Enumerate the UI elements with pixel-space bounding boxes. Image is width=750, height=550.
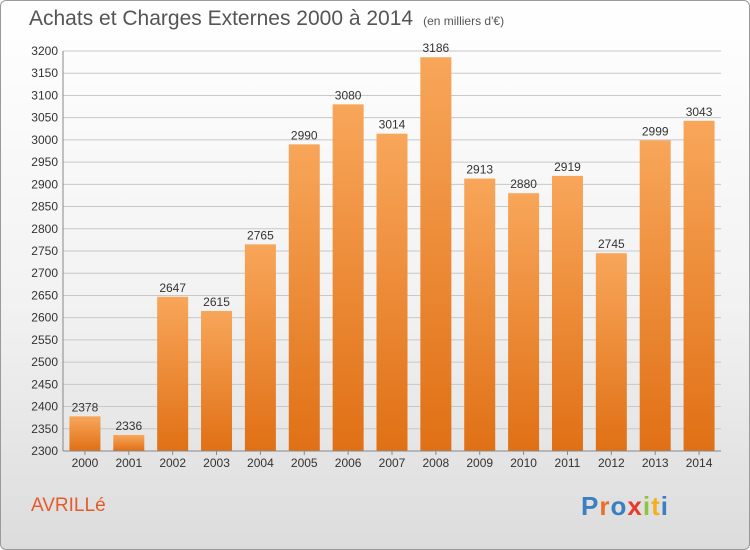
x-tick-label: 2008 [423,456,450,470]
x-tick-label: 2010 [510,456,537,470]
place-name: AVRILLé [31,495,106,516]
bar [376,133,408,451]
y-tick-label: 2750 [31,244,58,258]
bar-value-label: 3080 [335,88,362,102]
logo-letter: x [627,491,643,521]
axes: 2300 2350 2400 2450 2500 2550 2600 2650 2700 2750… [31,44,721,470]
y-tick-label: 2950 [31,155,58,169]
logo-letter: i [660,491,669,521]
bar [201,311,233,451]
bar [464,178,496,452]
y-tick-label: 3150 [31,66,58,80]
bar-value-label: 3186 [423,41,450,55]
y-tick-label: 2400 [31,400,58,414]
bar [420,57,452,451]
bar [508,193,540,451]
y-tick-label: 2350 [31,422,58,436]
x-tick-label: 2012 [598,456,625,470]
bar [683,120,715,452]
y-tick-label: 2700 [31,266,58,280]
y-tick-label: 2450 [31,377,58,391]
bar-value-label: 2765 [247,228,274,242]
x-tick-label: 2014 [686,456,713,470]
x-tick-label: 2001 [115,456,142,470]
y-tick-label: 3100 [31,88,58,102]
bar-value-label: 2919 [554,160,581,174]
x-tick-label: 2000 [72,456,99,470]
bar-value-label: 2745 [598,237,625,251]
x-tick-label: 2003 [203,456,230,470]
y-tick-label: 2900 [31,177,58,191]
bar-value-label: 2999 [642,124,669,138]
x-tick-label: 2002 [159,456,186,470]
bar [244,244,276,451]
x-tick-label: 2005 [291,456,318,470]
y-tick-label: 2600 [31,311,58,325]
y-tick-label: 3050 [31,111,58,125]
bar [332,104,364,451]
bar-value-label: 2336 [115,419,142,433]
x-tick-label: 2007 [379,456,406,470]
logo-letter: o [610,491,628,521]
logo-letter: P [581,491,600,521]
bar-value-label: 2647 [159,281,186,295]
bar-value-label: 3014 [379,118,406,132]
bar-value-label: 2990 [291,128,318,142]
bars: 2378 2336 2647 2615 2765 2990 3080 3014 3186 2913… [69,41,715,452]
bar-value-label: 2880 [510,177,537,191]
chart-unit: (en milliers d'€) [423,14,505,28]
y-tick-label: 2650 [31,288,58,302]
bar-value-label: 2913 [466,163,493,177]
y-tick-label: 3200 [31,44,58,58]
logo-letter: t [651,491,661,521]
x-tick-label: 2006 [335,456,362,470]
x-tick-label: 2011 [555,456,581,470]
bar [113,435,145,451]
x-tick-label: 2004 [247,456,274,470]
y-tick-label: 2300 [31,444,58,458]
proxiti-logo: Proxiti [581,491,669,522]
bar [639,140,671,452]
y-tick-label: 2850 [31,200,58,214]
logo-letter: r [599,491,611,521]
x-tick-label: 2013 [642,456,669,470]
chart-title: Achats et Charges Externes 2000 à 2014 (e… [29,7,504,31]
bar-value-label: 2378 [72,400,99,414]
bar [157,296,189,451]
y-tick-label: 2550 [31,333,58,347]
y-tick-label: 3000 [31,133,58,147]
y-tick-label: 2800 [31,222,58,236]
bar-value-label: 3043 [686,105,713,119]
bar-value-label: 2615 [203,295,230,309]
bar [551,175,583,451]
logo-letter: i [642,491,652,521]
bar [69,416,101,451]
bar [595,253,627,451]
bar [288,144,320,452]
chart-title-text: Achats et Charges Externes 2000 à 2014 [29,7,414,30]
y-tick-label: 2500 [31,355,58,369]
x-tick-label: 2009 [466,456,493,470]
